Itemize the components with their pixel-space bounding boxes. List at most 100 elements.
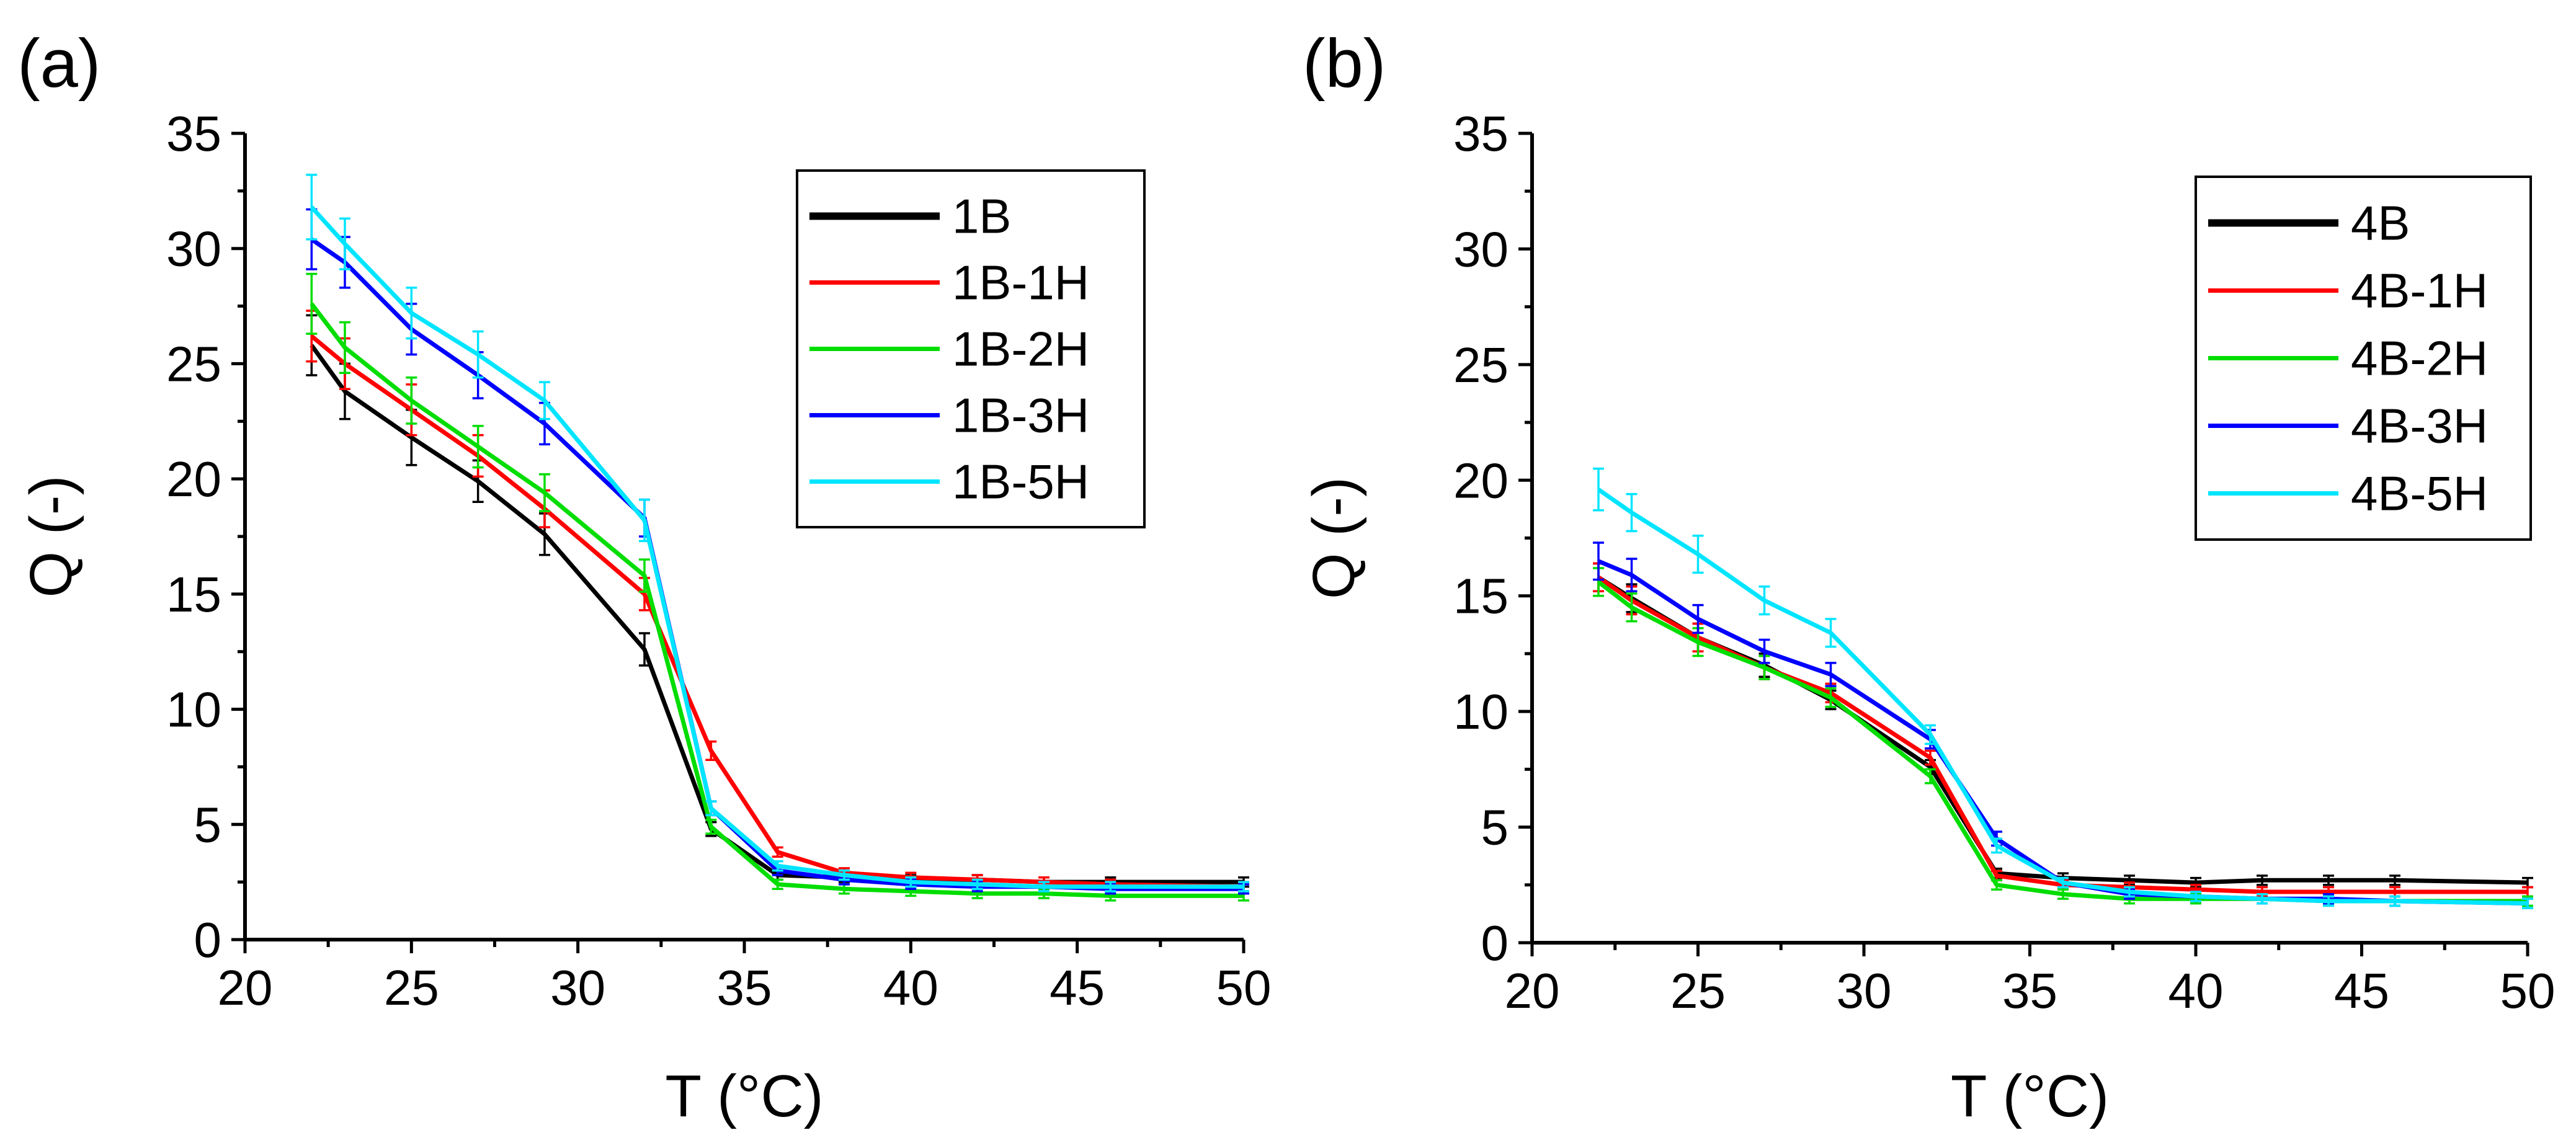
series-line [1597, 575, 2528, 885]
legend-label: 4B [2351, 196, 2410, 251]
y-tick-label: 35 [1453, 106, 1509, 161]
y-tick-label: 25 [166, 336, 221, 391]
data-point [777, 883, 779, 886]
x-tick-label: 50 [2500, 963, 2556, 1018]
data-point [2394, 879, 2396, 881]
x-tick-label: 40 [883, 960, 938, 1015]
data-point [2261, 879, 2263, 881]
x-tick-label: 50 [1216, 960, 1272, 1015]
y-tick-label: 10 [1453, 684, 1509, 739]
data-point [643, 648, 646, 651]
data-point [543, 533, 546, 535]
legend-item-1B: 1B [809, 189, 1011, 244]
x-axis-title: T (°C) [1951, 1063, 2109, 1129]
y-tick-label: 5 [1481, 800, 1509, 855]
legend-item-4B-2H: 4B-2H [2208, 331, 2488, 386]
x-tick-label: 30 [1837, 963, 1892, 1018]
data-point [344, 390, 346, 393]
data-point [2195, 895, 2197, 897]
data-point [1631, 511, 1633, 514]
series-line [310, 302, 1244, 898]
data-point [777, 865, 779, 867]
data-point [710, 807, 712, 809]
y-tick-label: 5 [194, 797, 222, 852]
data-point [1830, 696, 1832, 699]
legend: 4B 4B-1H 4B-2H 4B-3H 4B-5H [2195, 176, 2532, 541]
x-tick-label: 45 [1050, 960, 1105, 1015]
data-point [1697, 641, 1699, 643]
data-point [1631, 574, 1633, 576]
data-point [1597, 488, 1600, 491]
data-point [2526, 891, 2529, 893]
data-point [710, 825, 712, 828]
data-point [1109, 894, 1112, 897]
data-point [2195, 888, 2197, 891]
data-point [1043, 892, 1045, 895]
data-point [1697, 553, 1699, 556]
data-point [410, 312, 412, 314]
y-tick-label: 15 [1453, 569, 1509, 624]
data-point [1929, 733, 1932, 736]
series-4B [1593, 562, 2533, 889]
x-axis-title: T (°C) [665, 1063, 823, 1129]
series-4B-3H [1593, 541, 2533, 909]
legend-item-4B-3H: 4B-3H [2208, 399, 2488, 453]
data-point [1597, 581, 1600, 583]
series-4B-5H [1593, 467, 2533, 909]
data-point [2261, 891, 2263, 893]
legend-box [796, 169, 1146, 528]
y-tick-label: 20 [1453, 453, 1509, 508]
y-axis-title: Q (-) [1301, 477, 1367, 599]
data-point [477, 480, 479, 483]
legend-label: 4B-2H [2351, 331, 2488, 386]
data-point [843, 888, 845, 890]
data-point [310, 335, 313, 337]
data-point [2062, 881, 2064, 884]
data-point [310, 206, 313, 208]
data-point [909, 890, 912, 892]
series-1B-5H [306, 174, 1249, 892]
data-point [1631, 606, 1633, 608]
x-tick-label: 25 [1670, 963, 1726, 1018]
data-point [2394, 900, 2396, 902]
y-tick-label: 0 [194, 912, 222, 968]
data-point [1242, 894, 1245, 897]
data-point [1697, 618, 1699, 620]
data-point [344, 346, 346, 349]
data-point [1830, 631, 1832, 634]
y-tick-label: 30 [166, 221, 221, 277]
data-point [410, 399, 412, 402]
series-4B-1H [1593, 562, 2533, 898]
x-tick-label: 45 [2334, 963, 2389, 1018]
data-point [1929, 766, 1932, 768]
legend-label: 1B-1H [952, 256, 1089, 310]
data-point [2261, 897, 2263, 900]
legend-label: 1B-5H [952, 455, 1089, 509]
data-point [543, 399, 546, 402]
data-point [2128, 891, 2131, 893]
data-point [2526, 902, 2529, 905]
data-point [310, 303, 313, 305]
data-point [2394, 891, 2396, 893]
legend-label: 1B [952, 189, 1011, 244]
legend-label: 1B-3H [952, 388, 1089, 443]
data-point [777, 851, 779, 853]
y-tick-label: 25 [1453, 337, 1509, 393]
data-point [2128, 879, 2131, 881]
y-tick-label: 35 [166, 106, 221, 161]
data-point [543, 491, 546, 494]
legend-item-1B-3H: 1B-3H [809, 388, 1089, 443]
data-point [1929, 775, 1932, 778]
data-point [976, 883, 979, 886]
data-point [2062, 893, 2064, 896]
data-point [1763, 666, 1765, 669]
data-point [710, 749, 712, 752]
legend-label: 4B-1H [2351, 264, 2488, 318]
data-point [1830, 673, 1832, 675]
x-tick-label: 20 [218, 960, 273, 1015]
y-tick-label: 0 [1481, 915, 1509, 971]
series-line [1597, 576, 2528, 894]
chart-panel-a: (a) 20 25 30 35 40 45 50 0 5 10 15 20 25 30 35 T (°C) Q (… [17, 25, 1271, 1129]
data-point [643, 574, 646, 577]
